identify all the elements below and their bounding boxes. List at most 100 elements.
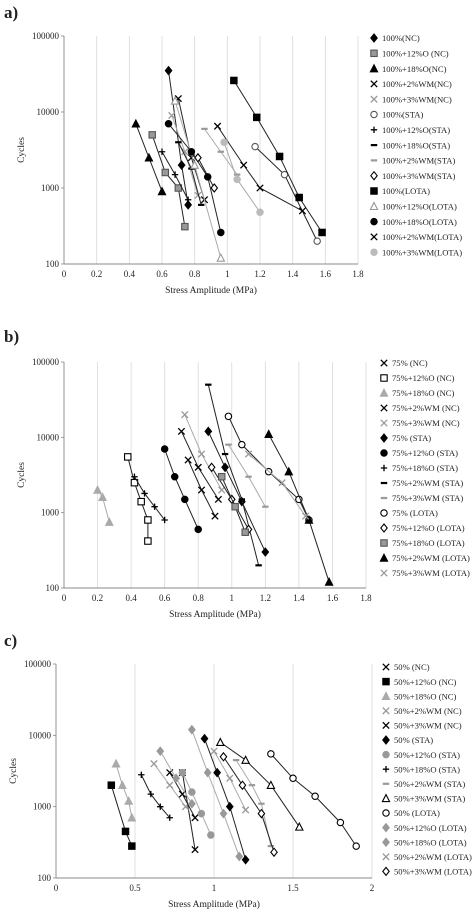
trend-line [248,453,307,517]
legend-item: 75%+18%O (STA) [380,463,458,473]
x-axis-title: Stress Amplitude (MPa) [168,899,260,909]
legend-item: 50%+3%WM (STA) [381,793,465,804]
marker-plus [157,803,164,810]
series-6 [204,426,270,557]
y-tick-label: 100000 [24,659,52,669]
x-tick-label: 1 [230,593,235,603]
marker-x [218,486,226,494]
marker-circle [251,142,259,151]
marker-x [370,80,378,88]
legend-label: 100%(STA) [382,110,423,120]
x-tick-label: 1.8 [352,269,364,279]
series-8 [131,473,168,524]
legend-label: 100%+2%WM(NC) [382,79,452,89]
marker-x [166,781,174,789]
gridlines [63,362,367,588]
marker-circle [220,138,228,146]
series-4 [177,427,223,504]
series-5 [181,410,226,494]
series-10 [225,443,269,508]
legend-item: 50%+12%O (NC) [382,677,457,687]
y-tick-label: 100 [38,873,52,883]
legend: 100%(NC) 100%+12%O (NC) 100%+18%O(NC) 100%+… [369,33,462,257]
legend-item: 75%+2%WM (LOTA) [379,552,470,563]
marker-circle [352,842,360,850]
x-tick-label: 0.6 [156,269,168,279]
marker-triangle [216,252,226,262]
marker-triangle [379,387,389,397]
legend-item: 75%+3%WM (NC) [380,418,460,428]
marker-x [278,479,286,487]
legend-item: 100%+3%WM(NC) [370,94,452,104]
marker-triangle [157,186,167,196]
x-tick-label: 0.2 [92,593,103,603]
marker-x [181,410,189,419]
legend-item: 100%+3%WM(STA) [370,170,456,181]
marker-diamond [270,847,278,858]
legend: 50% (NC) 50%+12%O (NC) 50%+18%O (NC) 50%+2%… [381,662,472,877]
legend-label: 75%+12%O (LOTA) [392,523,465,533]
legend-item: 100%(NC) [370,33,420,43]
marker-x [382,663,390,671]
marker-circle [181,495,189,504]
marker-circle [170,472,179,481]
legend-item: 75%+12%O (NC) [380,373,455,383]
y-axis-title: Cycles [17,462,27,488]
marker-plus [147,790,154,798]
marker-diamond [207,462,216,473]
series-8 [138,771,173,821]
marker-square [137,497,145,506]
legend-item: 75%+18%O (NC) [379,387,455,398]
x-tick-label: 1.4 [293,593,305,603]
series-9 [232,758,275,848]
marker-square [124,453,132,461]
legend-label: 50%+12%O (NC) [394,677,457,687]
marker-diamond [204,426,213,437]
marker-circle [187,147,196,156]
legend-item: 75%+18%O (LOTA) [380,538,465,548]
marker-triangle [369,63,379,73]
marker-circle [178,768,187,777]
marker-x [197,486,206,494]
marker-square [382,677,390,686]
legend-label: 75% (NC) [392,358,428,368]
x-tick-label: 0.4 [124,269,136,279]
marker-diamond [225,801,234,812]
trend-line [134,476,166,521]
legend-label: 75%+18%O (STA) [392,463,458,473]
series-7 [158,148,192,203]
marker-circle [280,170,289,179]
marker-diamond [219,808,228,819]
marker-diamond [380,433,388,443]
trend-line [220,741,300,828]
x-tick-label: 0.8 [189,269,201,279]
x-tick-label: 0.6 [159,593,171,603]
marker-x [214,495,223,504]
legend-label: 50%+18%O (STA) [394,764,460,774]
series-2 [148,131,189,231]
x-tick-label: 0.5 [129,883,141,893]
marker-plus [161,516,168,524]
series-1 [178,768,199,854]
marker-triangle [170,95,180,105]
marker-square [241,528,249,536]
marker-diamond [177,160,186,171]
marker-triangle [324,577,334,586]
marker-circle [380,509,388,517]
legend-item: 75%+2%WM (NC) [380,403,460,413]
marker-circle [311,792,319,800]
series-7 [178,768,215,839]
marker-triangle [294,821,304,831]
marker-square [370,187,378,195]
legend-item: 50%+18%O (NC) [381,691,457,701]
y-tick-label: 10000 [37,432,60,442]
y-tick-label: 1000 [41,183,60,193]
marker-square [380,539,388,547]
trend-line [115,763,133,818]
marker-triangle [144,152,154,162]
legend-item: 50% (STA) [382,735,433,745]
marker-circle [382,809,390,817]
trend-line [164,448,199,530]
marker-diamond [241,854,250,865]
series-15 [220,138,264,216]
